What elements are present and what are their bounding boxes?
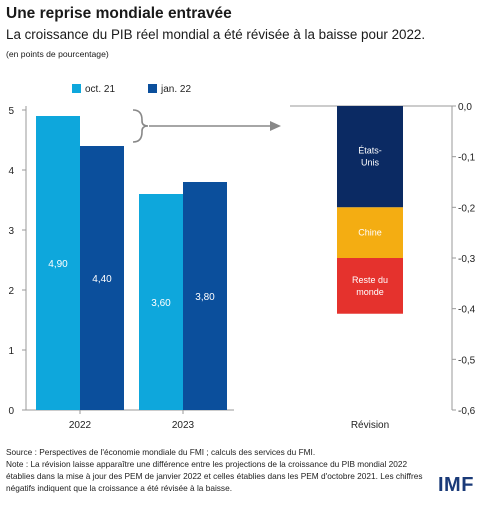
arrow-head <box>270 121 281 131</box>
bar-value-label: 4,40 <box>92 274 112 285</box>
segment-label: États- <box>358 146 382 156</box>
brace-shape <box>132 109 149 143</box>
segment-label: Chine <box>358 228 382 238</box>
chart-subtitle: La croissance du PIB réel mondial a été … <box>6 27 426 42</box>
imf-logo: IMF <box>438 474 474 496</box>
x-category-label: 2022 <box>69 420 92 431</box>
segment-label: Unis <box>361 158 380 168</box>
right-y-tick-label: -0,3 <box>458 254 476 265</box>
bar-2022-oct21 <box>36 116 80 410</box>
segment-label: Reste du <box>352 275 388 285</box>
left-y-tick-label: 4 <box>8 166 14 177</box>
right-y-tick-label: -0,2 <box>458 203 476 214</box>
bar-2022-jan22 <box>80 146 124 410</box>
explanatory-note: Note : La révision laisse apparaître une… <box>6 459 423 493</box>
legend-label: oct. 21 <box>85 84 115 95</box>
x-category-label: 2023 <box>172 420 195 431</box>
chart-title: Une reprise mondiale entravée <box>6 5 232 22</box>
footer-notes: Source : Perspectives de l'économie mond… <box>6 446 426 494</box>
right-y-tick-label: -0,6 <box>458 406 476 417</box>
segment-reste-du-monde <box>337 258 403 314</box>
bar-2023-oct21 <box>139 194 183 410</box>
legend-swatch-jan22 <box>148 84 157 93</box>
chart-canvas: oct. 21 jan. 22 0 1 2 3 4 5 4,90 4,40 2022 3,60 3,8… <box>8 84 476 431</box>
bar-value-label: 4,90 <box>48 259 68 270</box>
legend: oct. 21 jan. 22 <box>72 84 191 95</box>
source-note: Source : Perspectives de l'économie mond… <box>6 447 316 457</box>
revision-stacked-chart: 0,0 -0,1 -0,2 -0,3 -0,4 -0,5 -0,6 États- Unis Chi… <box>290 102 476 431</box>
bar-2023-jan22 <box>183 182 227 410</box>
revision-category-label: Révision <box>351 420 389 431</box>
segment-chine <box>337 207 403 258</box>
segment-etats-unis <box>337 106 403 208</box>
left-bar-chart: 0 1 2 3 4 5 4,90 4,40 2022 3,60 3,80 2023 <box>8 106 234 431</box>
unit-note: (en points de pourcentage) <box>6 49 109 59</box>
right-y-tick-label: 0,0 <box>458 102 472 113</box>
left-y-tick-label: 1 <box>8 346 14 357</box>
right-y-tick-label: -0,4 <box>458 305 476 316</box>
left-y-tick-label: 0 <box>8 406 14 417</box>
left-y-tick-label: 2 <box>8 286 14 297</box>
left-y-tick-label: 5 <box>8 106 14 117</box>
revision-connector <box>132 109 281 143</box>
legend-label: jan. 22 <box>160 84 191 95</box>
bar-value-label: 3,60 <box>151 298 171 309</box>
legend-swatch-oct21 <box>72 84 81 93</box>
left-y-tick-label: 3 <box>8 226 14 237</box>
segment-label: monde <box>356 287 384 297</box>
right-y-tick-label: -0,5 <box>458 355 476 366</box>
bar-value-label: 3,80 <box>195 292 215 303</box>
right-y-tick-label: -0,1 <box>458 153 476 164</box>
